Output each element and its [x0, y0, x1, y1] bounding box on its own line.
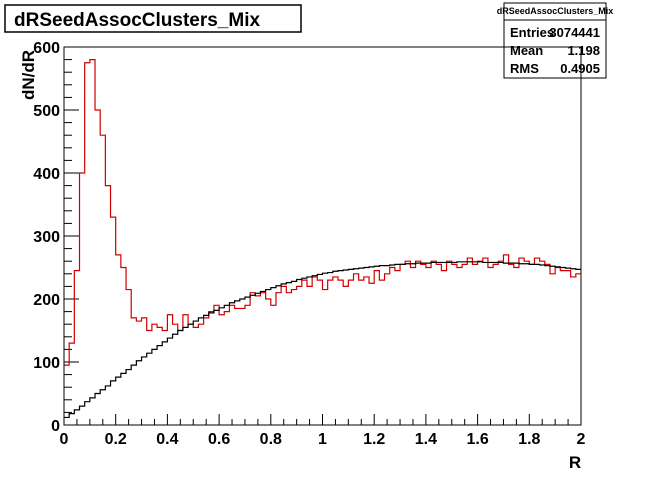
x-tick-label: 0.6 [208, 431, 230, 448]
stats-mean-value: 1.198 [567, 43, 600, 58]
title-box: dRSeedAssocClusters_Mix [4, 4, 302, 33]
x-tick-label: 1 [318, 431, 327, 448]
x-axis-title: R [569, 453, 581, 472]
y-tick-label: 300 [33, 229, 60, 246]
stats-mean-label: Mean [510, 43, 543, 58]
x-tick-label: 1.4 [415, 431, 437, 448]
stats-entries-value: 3074441 [549, 25, 600, 40]
y-tick-label: 100 [33, 355, 60, 372]
y-tick-label: 200 [33, 292, 60, 309]
series-red-histogram [64, 59, 581, 366]
x-tick-label: 0 [60, 431, 69, 448]
x-tick-label: 2 [577, 431, 586, 448]
x-tick-label: 0.2 [105, 431, 127, 448]
y-tick-label: 400 [33, 166, 60, 183]
x-tick-label: 1.2 [363, 431, 385, 448]
stats-rms-value: 0.4905 [560, 61, 600, 76]
x-tick-label: 1.8 [518, 431, 540, 448]
x-tick-label: 0.8 [260, 431, 282, 448]
stats-rms-label: RMS [510, 61, 539, 76]
stats-box-title: dRSeedAssocClusters_Mix [497, 6, 614, 16]
series-black-histogram [64, 261, 581, 419]
plot-frame [63, 46, 582, 426]
chart-title: dRSeedAssocClusters_Mix [14, 10, 260, 31]
y-axis-title: dN/dR [19, 50, 38, 100]
x-tick-label: 0.4 [156, 431, 178, 448]
x-tick-label: 1.6 [466, 431, 488, 448]
stats-box: dRSeedAssocClusters_Mix Entries 3074441 … [497, 2, 614, 79]
stats-entries-label: Entries [510, 25, 554, 40]
y-tick-label: 600 [33, 40, 60, 57]
y-tick-label: 0 [51, 418, 60, 435]
axes: 0 0.2 0.4 0.6 0.8 1 1.2 1.4 1.6 1.8 2 0 100 200 300 400… [33, 40, 585, 448]
series [64, 59, 581, 419]
y-tick-label: 500 [33, 103, 60, 120]
